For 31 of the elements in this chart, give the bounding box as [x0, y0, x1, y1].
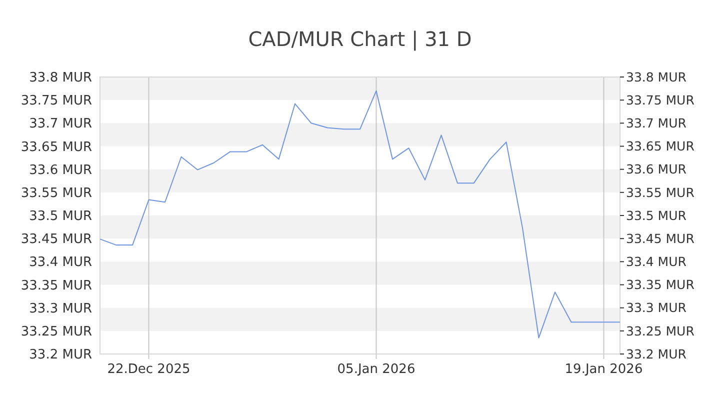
y-tick-label: 33.6 MUR [29, 162, 92, 178]
x-tick-label: 05.Jan 2026 [337, 362, 416, 377]
y2-tick-label: 33.4 MUR [626, 254, 687, 270]
y-tick-label: 33.7 MUR [29, 116, 92, 132]
y2-tick-label: 33.65 MUR [626, 138, 695, 154]
y-tick-label: 33.75 MUR [20, 94, 92, 109]
y2-tick-label: 33.25 MUR [626, 323, 695, 338]
y2-tick-label: 33.7 MUR [626, 116, 687, 131]
chart-title: CAD/MUR Chart | 31 D [248, 27, 472, 51]
y-tick-label: 33.5 MUR [29, 209, 92, 224]
y2-tick-label: 33.2 MUR [626, 346, 687, 362]
y-tick-label: 33.45 MUR [20, 232, 92, 248]
y2-tick-label: 33.55 MUR [626, 184, 695, 200]
y-tick-label: 33.35 MUR [20, 278, 92, 294]
y2-tick-label: 33.5 MUR [626, 208, 687, 223]
y2-tick-label: 33.75 MUR [626, 92, 695, 108]
y-tick-label: 33.2 MUR [29, 348, 92, 363]
line-series [100, 90, 620, 338]
y2-tick-label: 33.45 MUR [626, 230, 695, 246]
y-tick-label: 33.4 MUR [29, 255, 92, 270]
y-tick-label: 33.65 MUR [20, 140, 92, 155]
y-tick-label: 33.3 MUR [29, 301, 92, 316]
y-tick-label: 33.55 MUR [20, 186, 92, 201]
x-tick-label: 22.Dec 2025 [107, 362, 190, 377]
y2-tick-label: 33.6 MUR [626, 162, 687, 177]
y2-tick-label: 33.3 MUR [626, 300, 687, 316]
y2-tick-label: 33.35 MUR [626, 277, 695, 292]
y-tick-label: 33.8 MUR [29, 70, 92, 86]
y2-tick-label: 33.8 MUR [626, 69, 687, 84]
y-tick-label: 33.25 MUR [20, 324, 92, 340]
x-tick-label: 19.Jan 2026 [564, 362, 643, 377]
